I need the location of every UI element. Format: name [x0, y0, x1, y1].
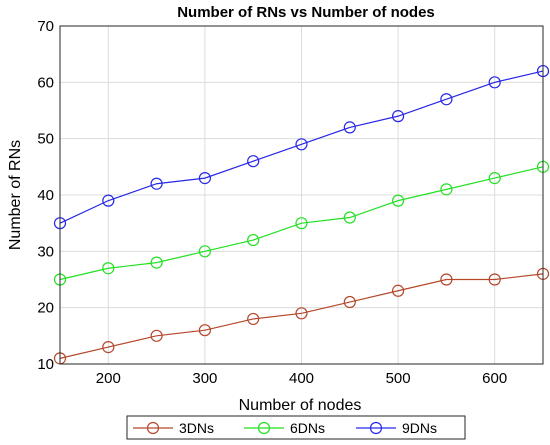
legend-marker	[369, 421, 383, 435]
series-line	[59, 70, 544, 224]
data-point	[102, 194, 115, 207]
x-axis-label: Number of nodes	[239, 397, 362, 414]
x-tick-label: 500	[386, 370, 411, 387]
data-point	[295, 138, 308, 151]
series-line	[59, 273, 544, 359]
x-tick-label: 200	[96, 370, 121, 387]
data-point	[343, 121, 356, 134]
legend-item: 3DNs	[133, 420, 214, 436]
data-point	[102, 262, 115, 275]
y-tick-label: 30	[37, 243, 54, 260]
y-axis-label: Number of RNs	[7, 140, 24, 250]
data-point	[440, 273, 453, 286]
data-point	[488, 172, 501, 185]
plot-frame	[59, 25, 544, 365]
x-tick-label: 600	[482, 370, 507, 387]
legend-item: 6DNs	[244, 420, 325, 436]
data-point	[198, 324, 211, 337]
data-point	[150, 329, 163, 342]
data-point	[440, 93, 453, 106]
y-tick-label: 50	[37, 131, 54, 148]
y-tick-label: 10	[37, 356, 54, 373]
series-line	[59, 166, 544, 281]
data-point	[198, 245, 211, 258]
y-tick-label: 40	[37, 187, 54, 204]
data-point	[247, 233, 260, 247]
data-point	[392, 284, 405, 297]
legend-item: 9DNs	[356, 420, 437, 436]
series-3DNs	[53, 267, 550, 365]
legend-label: 9DNs	[402, 420, 437, 436]
legend-box	[126, 415, 466, 440]
y-tick-label: 70	[37, 18, 54, 35]
tick-labels: 200 300 400 500 600 10 20 30 40 50 60 70	[37, 18, 507, 387]
data-point	[295, 307, 308, 320]
data-point	[343, 295, 356, 309]
y-tick-label: 60	[37, 74, 54, 91]
data-point	[247, 155, 260, 168]
legend: 3DNs 6DNs 9DNs	[126, 415, 466, 440]
data-point	[295, 217, 308, 230]
series-9DNs	[53, 64, 550, 230]
y-tick-label: 20	[37, 300, 54, 317]
data-point	[440, 183, 453, 196]
legend-marker	[257, 421, 271, 435]
data-point	[343, 211, 356, 224]
x-tick-label: 300	[192, 370, 217, 387]
data-point	[392, 110, 405, 123]
data-point	[150, 256, 163, 269]
data-point	[488, 273, 501, 286]
chart-title: Number of RNs vs Number of nodes	[177, 4, 435, 21]
data-point	[247, 312, 260, 326]
data-point	[198, 172, 211, 185]
x-tick-label: 400	[289, 370, 314, 387]
legend-label: 3DNs	[179, 420, 214, 436]
legend-label: 6DNs	[290, 420, 325, 436]
data-point	[392, 194, 405, 207]
data-point	[488, 76, 501, 89]
data-point	[102, 341, 115, 354]
legend-marker	[146, 421, 160, 435]
data-point	[150, 177, 163, 190]
series-lines	[53, 64, 550, 365]
